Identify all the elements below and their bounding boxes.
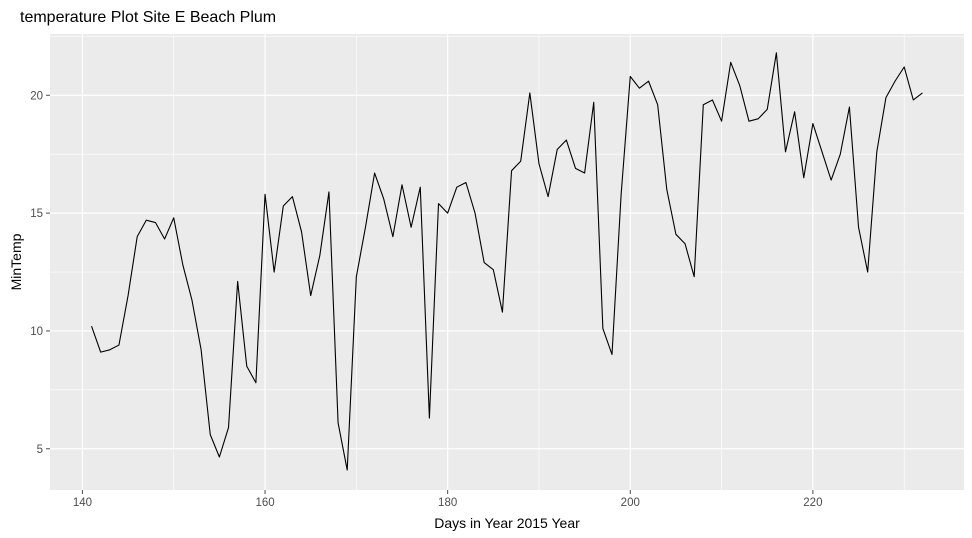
y-axis-ticks: 5 10 15 20: [30, 90, 50, 456]
y-tick-label: 20: [30, 90, 43, 102]
minor-gridlines: [50, 34, 964, 490]
x-tick-label: 140: [73, 497, 92, 509]
x-axis-title: Days in Year 2015 Year: [434, 515, 580, 531]
x-tick-label: 160: [255, 497, 274, 509]
y-tick-label: 5: [37, 444, 43, 456]
chart-title: temperature Plot Site E Beach Plum: [20, 9, 276, 26]
x-axis-ticks: 140 160 180 200 220: [73, 490, 822, 509]
x-tick-label: 200: [621, 497, 640, 509]
x-tick-label: 220: [803, 497, 822, 509]
y-tick-label: 15: [30, 208, 43, 220]
major-gridlines: [50, 34, 964, 490]
x-tick-label: 180: [438, 497, 457, 509]
series-line-mintemp: [91, 52, 923, 471]
plot-panel: [50, 34, 964, 490]
y-axis-title: MinTemp: [8, 233, 24, 290]
y-tick-label: 10: [30, 326, 43, 338]
